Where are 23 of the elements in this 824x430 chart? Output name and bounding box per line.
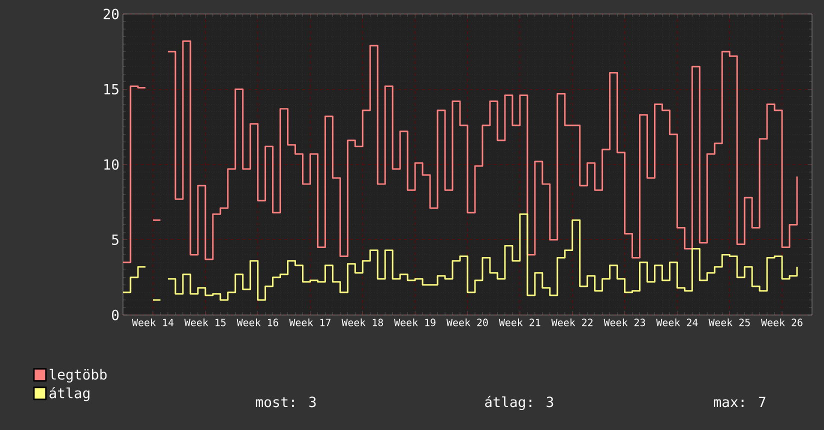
x-tick-label: Week 22 [551,318,592,326]
x-tick-label: Week 18 [342,318,384,326]
y-tick-label: 5 [112,234,118,245]
text: átlag: 3 [485,396,554,410]
x-tick-label: Week 15 [184,318,226,326]
x-tick-label: Week 16 [236,318,278,326]
legend-label: legtöbb [50,368,107,383]
x-tick-label: Week 21 [498,318,540,326]
text: most: 3 [256,396,316,408]
x-tick-label: Week 17 [289,318,330,326]
y-tick-label: 10 [104,159,119,170]
y-tick-label: 0 [112,310,119,320]
y-tick-label: 15 [104,84,118,94]
x-tick-label: Week 26 [761,318,802,326]
y-tick-label: 20 [104,8,119,20]
x-tick-label: Week 19 [394,318,436,326]
x-tick-label: Week 23 [604,318,646,326]
x-tick-label: Week 24 [656,318,698,326]
x-tick-label: Week 20 [446,318,488,326]
x-tick-label: Week 25 [708,318,750,326]
x-tick-label: Week 14 [132,318,174,326]
legend-label: átlag [50,387,90,402]
text: max: 7 [714,396,766,408]
